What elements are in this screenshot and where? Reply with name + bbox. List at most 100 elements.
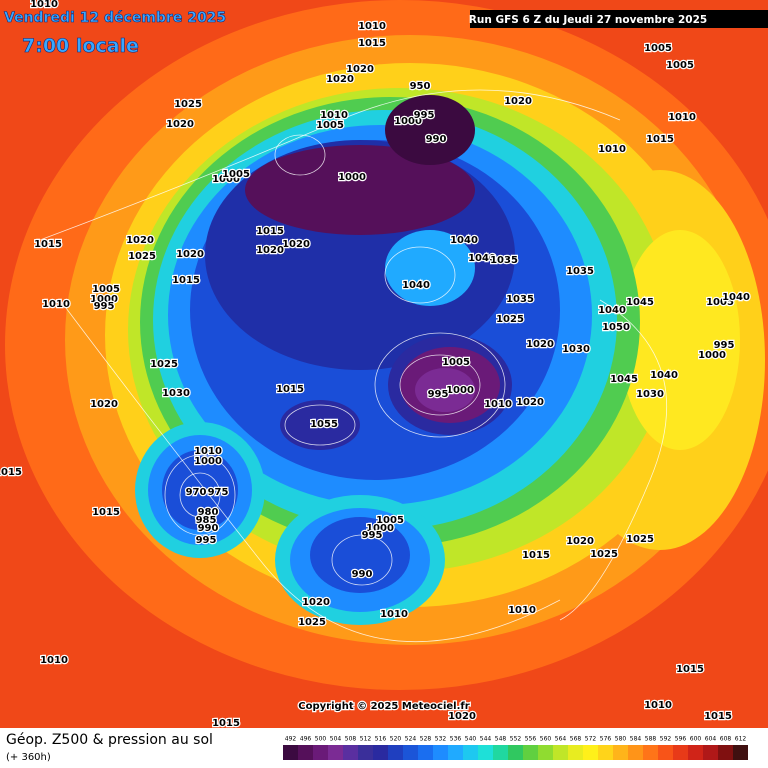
- isobar-label: 995: [428, 389, 449, 400]
- isobar-label: 975: [208, 487, 229, 498]
- isobar-label: 1025: [590, 549, 618, 560]
- scale-swatch: [538, 745, 553, 760]
- isobar-label: 1005: [666, 60, 694, 71]
- isobar-label: 1015: [676, 664, 704, 675]
- isobar-label: 1000: [366, 523, 394, 534]
- isobar-label: 1025: [174, 99, 202, 110]
- run-box: [470, 10, 768, 28]
- isobar-label: 1010: [40, 655, 68, 666]
- scale-swatch: [313, 745, 328, 760]
- scale-label: 596: [675, 736, 687, 743]
- isobar-label: 1040: [650, 370, 678, 381]
- scale-label: 568: [570, 736, 582, 743]
- isobar-label: 1015: [172, 275, 200, 286]
- scale-label: 548: [495, 736, 507, 743]
- run-info: Run GFS 6 Z du Jeudi 27 novembre 2025: [469, 14, 707, 26]
- isobar-label: 1025: [298, 617, 326, 628]
- scale-label: 612: [735, 736, 747, 743]
- isobar-label: 1015: [646, 134, 674, 145]
- scale-swatch: [433, 745, 448, 760]
- scale-swatch: [658, 745, 673, 760]
- isobar-label: 1035: [490, 255, 518, 266]
- scale-swatch: [508, 745, 523, 760]
- scale-swatch: [553, 745, 568, 760]
- scale-label: 528: [420, 736, 432, 743]
- isobar-label: 1005: [442, 357, 470, 368]
- isobar-label: 1000: [90, 294, 118, 305]
- scale-swatch: [688, 745, 703, 760]
- scale-swatch: [568, 745, 583, 760]
- isobar-label: 1040: [598, 305, 626, 316]
- isobar-label: 1030: [162, 388, 190, 399]
- isobar-label: 1050: [602, 322, 630, 333]
- scale-label: 520: [390, 736, 402, 743]
- isobar-label: 1010: [508, 605, 536, 616]
- footer-title: Géop. Z500 & pression au sol: [6, 732, 213, 748]
- copyright: Copyright © 2025 Meteociel.fr: [298, 701, 469, 712]
- color-scale: 492 496 500 504 508 512 516 520 524 528 532 536 540 5…: [283, 736, 748, 760]
- lead-time: (+ 360h): [6, 752, 51, 763]
- isobar-label: 1020: [526, 339, 554, 350]
- isobar-label: 1025: [626, 534, 654, 545]
- isobar-label: 1020: [566, 536, 594, 547]
- map: [0, 0, 768, 728]
- isobar-label: 1010: [194, 446, 222, 457]
- isobar-label: 1000: [212, 174, 240, 185]
- scale-swatch: [583, 745, 598, 760]
- scale-label: 584: [630, 736, 642, 743]
- scale-label: 544: [480, 736, 492, 743]
- isobar-label: 980: [198, 507, 219, 518]
- isobar-label: 1010: [484, 399, 512, 410]
- scale-label: 552: [510, 736, 522, 743]
- isobar-label: 1020: [282, 239, 310, 250]
- isobar-label: 1010: [668, 112, 696, 123]
- isobar-label: 1020: [504, 96, 532, 107]
- scale-label: 564: [555, 736, 567, 743]
- scale-swatch: [283, 745, 298, 760]
- scale-label: 580: [615, 736, 627, 743]
- isobar-label: 1020: [302, 597, 330, 608]
- isobar-label: 1025: [128, 251, 156, 262]
- scale-label: 508: [345, 736, 357, 743]
- isobars: [39, 89, 668, 642]
- isobar-label: 1015: [522, 550, 550, 561]
- isobar-label: 1000: [698, 350, 726, 361]
- scale-swatch: [448, 745, 463, 760]
- isobar-label: 990: [426, 134, 447, 145]
- isobar-label: 1035: [506, 294, 534, 305]
- scale-label: 500: [315, 736, 327, 743]
- isobar-label: 1010: [358, 21, 386, 32]
- isobar-label: 1005: [644, 43, 672, 54]
- isobar-label: 995: [362, 530, 383, 541]
- date: Vendredi 12 décembre 2025: [4, 10, 226, 26]
- isobar-label: 1020: [256, 245, 284, 256]
- scale-label: 512: [360, 736, 372, 743]
- scale-label: 576: [600, 736, 612, 743]
- scale-swatch: [328, 745, 343, 760]
- isobar-label: 1010: [380, 609, 408, 620]
- isobar-label: 1010: [320, 110, 348, 121]
- isobar-label: 1015: [34, 239, 62, 250]
- scale-label: 540: [465, 736, 477, 743]
- time: 7:00 locale: [22, 35, 139, 57]
- isobar-label: 970: [186, 487, 207, 498]
- isobar-label: 1015: [256, 226, 284, 237]
- scale-swatch: [388, 745, 403, 760]
- isobar-label: 1030: [562, 344, 590, 355]
- scale-swatch: [628, 745, 643, 760]
- isobar-label: 1005: [222, 169, 250, 180]
- isobar-label: 1010: [42, 299, 70, 310]
- isobar-label: 1040: [450, 235, 478, 246]
- isobar-label: 1000: [194, 456, 222, 467]
- scale-swatch: [598, 745, 613, 760]
- isobar-label: 1020: [166, 119, 194, 130]
- scale-swatch: [358, 745, 373, 760]
- scale-swatch: [613, 745, 628, 760]
- isobar-label: 1040: [402, 280, 430, 291]
- isobar-label: 995: [714, 340, 735, 351]
- isobar-label: 1000: [394, 116, 422, 127]
- scale-swatch: [493, 745, 508, 760]
- scale-label: 600: [690, 736, 702, 743]
- isobar-label: 1005: [376, 515, 404, 526]
